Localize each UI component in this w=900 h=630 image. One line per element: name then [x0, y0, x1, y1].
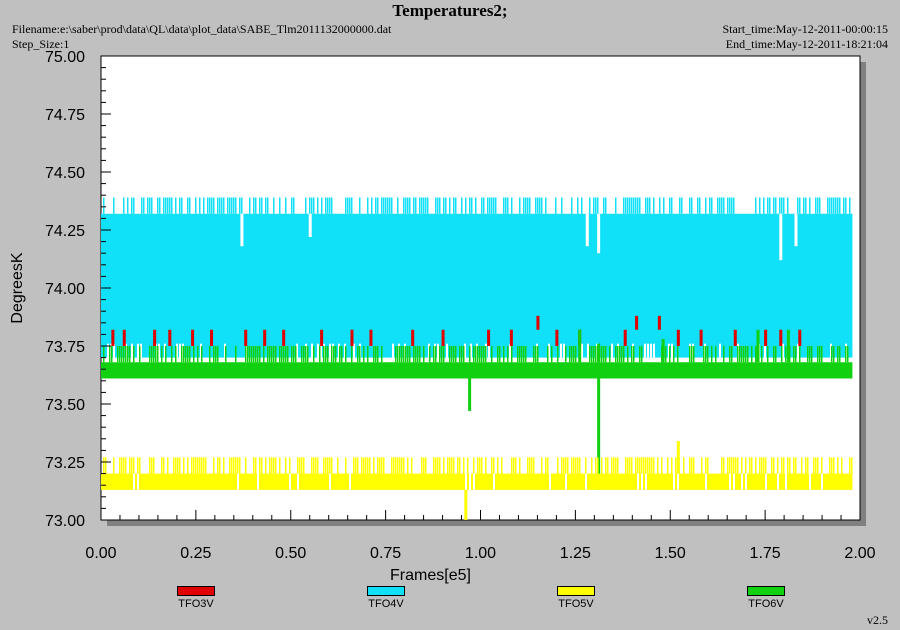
legend-label: TFO6V — [748, 598, 784, 610]
y-tick-label-5: 74.25 — [45, 223, 85, 240]
y-tick-label-6: 74.50 — [45, 165, 85, 182]
tfo4v-dip-5 — [794, 213, 798, 247]
tfo3v-top-spike-3 — [168, 329, 172, 346]
legend-swatch — [557, 586, 595, 596]
tfo4v-band — [101, 213, 853, 358]
tfo3v-top-spike-20 — [635, 315, 639, 330]
tfo5v-band — [101, 473, 853, 490]
tfo3v-top-spike-1 — [122, 329, 126, 346]
legend-swatch — [367, 586, 405, 596]
y-tick-label-0: 73.00 — [45, 513, 85, 530]
tfo3v-top-spike-15 — [509, 329, 513, 346]
tfo3v-top-spike-22 — [676, 329, 680, 346]
tfo6v-spike-3 — [597, 343, 601, 363]
x-tick-label-7: 1.75 — [750, 545, 781, 562]
legend-label: TFO3V — [178, 598, 214, 610]
tfo3v-top-spike-12 — [411, 329, 415, 346]
legend-swatch — [177, 586, 215, 596]
tfo3v-top-spike-5 — [210, 329, 214, 346]
x-tick-label-0: 0.00 — [85, 545, 116, 562]
tfo3v-top-spike-23 — [699, 329, 703, 346]
tfo3v-top-spike-19 — [623, 329, 627, 346]
tfo4v-dip-3 — [597, 213, 601, 254]
y-tick-label-1: 73.25 — [45, 455, 85, 472]
y-tick-label-4: 74.00 — [45, 281, 85, 298]
tfo3v-top-spike-14 — [487, 329, 491, 346]
legend-item-tfo6v: TFO6V — [736, 586, 796, 610]
step-size-label: Step_Size:1 — [12, 37, 70, 51]
chart-title: Temperatures2; — [392, 1, 508, 20]
x-tick-label-1: 0.25 — [180, 545, 211, 562]
tfo4v-dip-0 — [240, 213, 244, 247]
x-tick-label-3: 0.75 — [370, 545, 401, 562]
x-tick-label-6: 1.50 — [655, 545, 686, 562]
tfo4v-dip-4 — [779, 213, 783, 261]
tfo3v-top-spike-4 — [191, 329, 195, 346]
tfo3v-top-spike-24 — [733, 329, 737, 346]
tfo3v-top-spike-11 — [369, 329, 373, 346]
y-axis-label: DegreesK — [9, 252, 26, 323]
tfo3v-top-spike-2 — [153, 329, 157, 346]
tfo5v-spike-1 — [464, 489, 468, 520]
tfo3v-top-spike-9 — [320, 329, 324, 346]
tfo6v-spike-0 — [468, 378, 472, 411]
tfo3v-top-spike-8 — [282, 329, 286, 346]
x-tick-label-4: 1.00 — [465, 545, 496, 562]
tfo6v-spike-5 — [756, 329, 760, 363]
tfo6v-band — [101, 362, 853, 379]
tfo3v-top-spike-6 — [244, 329, 248, 346]
x-tick-label-2: 0.50 — [275, 545, 306, 562]
tfo6v-spike-2 — [578, 329, 582, 363]
tfo6v-spike-6 — [786, 329, 790, 363]
legend-item-tfo3v: TFO3V — [166, 586, 226, 610]
tfo3v-top-spike-21 — [657, 315, 661, 330]
x-tick-label-5: 1.25 — [560, 545, 591, 562]
tfo3v-top-spike-13 — [441, 329, 445, 346]
y-tick-label-7: 74.75 — [45, 107, 85, 124]
end-time-label: End_time:May-12-2011-18:21:04 — [725, 37, 888, 51]
x-tick-label-8: 2.00 — [844, 545, 875, 562]
tfo3v-top-spike-0 — [111, 329, 115, 346]
tfo4v-dip-2 — [585, 213, 589, 247]
tfo6v-spike-4 — [661, 339, 665, 363]
legend-item-tfo5v: TFO5V — [546, 586, 606, 610]
x-axis-label: Frames[e5] — [390, 567, 471, 584]
legend-swatch — [747, 586, 785, 596]
y-tick-label-8: 75.00 — [45, 49, 85, 66]
tfo3v-top-spike-27 — [798, 329, 802, 346]
tfo5v-gaps — [133, 473, 823, 490]
tfo3v-top-spike-10 — [350, 329, 354, 346]
filename-label: Filename:e:\saber\prod\data\QL\data\plot… — [12, 22, 392, 36]
tfo4v-dip-1 — [308, 213, 312, 237]
tfo5v-noise — [103, 457, 853, 474]
legend-label: TFO5V — [558, 598, 594, 610]
tfo3v-top-spike-16 — [536, 315, 540, 330]
tfo3v-top-spike-25 — [764, 329, 768, 346]
legend-label: TFO4V — [368, 598, 404, 610]
tfo3v-top-spike-17 — [555, 329, 559, 346]
y-tick-label-2: 73.50 — [45, 397, 85, 414]
tfo4v-noise — [103, 197, 851, 214]
tfo6v-spike-1 — [597, 378, 601, 490]
tfo5v-spike-0 — [676, 441, 680, 474]
tfo3v-top-spike-26 — [779, 329, 783, 346]
tfo3v-top-spike-7 — [263, 329, 267, 346]
y-tick-label-3: 73.75 — [45, 339, 85, 356]
start-time-label: Start_time:May-12-2011-00:00:15 — [722, 22, 888, 36]
version-label: v2.5 — [867, 613, 888, 627]
legend-item-tfo4v: TFO4V — [356, 586, 416, 610]
